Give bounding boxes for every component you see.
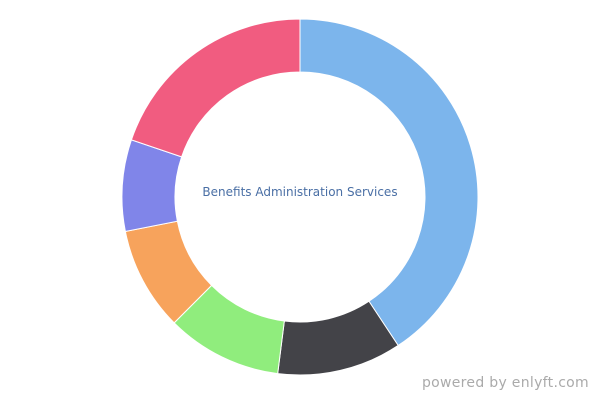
donut-center-label: Benefits Administration Services: [202, 185, 398, 199]
donut-slice-6[interactable]: [130, 18, 301, 158]
donut-slice-1[interactable]: [299, 18, 479, 347]
powered-by-credit[interactable]: powered by enlyft.com: [421, 375, 589, 391]
